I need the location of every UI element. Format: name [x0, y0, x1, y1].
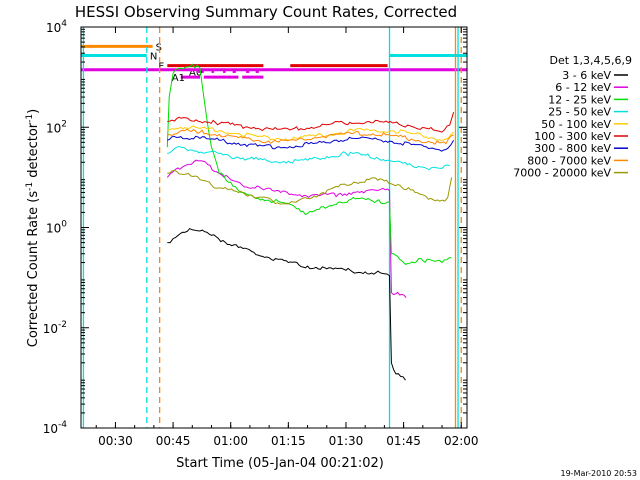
legend-entry: 3 - 6 keV [562, 69, 611, 82]
x-tick-label: 01:15 [271, 434, 306, 448]
x-tick-label: 01:00 [213, 434, 248, 448]
y-axis-label: Corrected Count Rate (s-1 detector-1) [25, 109, 41, 347]
y-tick-label: 102 [46, 119, 67, 135]
y-axis-ticks: 10-4 10-2 100 102 104 [43, 19, 467, 436]
series-line [166, 159, 407, 298]
flag-label-a0: A0 [189, 67, 202, 78]
y-tick-label: 10-4 [43, 420, 68, 436]
y-tick-label: 10-2 [43, 320, 67, 336]
footer-timestamp: 19-Mar-2010 20:53 [561, 469, 638, 478]
series-line [167, 135, 455, 152]
legend-entry: 100 - 300 keV [534, 130, 611, 143]
x-tick-label: 00:45 [156, 434, 191, 448]
legend-entry: 800 - 7000 keV [527, 154, 611, 167]
series-lines [166, 63, 455, 381]
flag-bars: SNF A0 A1 [81, 42, 467, 84]
x-tick-label: 00:30 [98, 434, 133, 448]
flag-label-s: S [156, 42, 162, 53]
x-tick-label: 02:00 [444, 434, 479, 448]
y-tick-label: 104 [46, 19, 67, 35]
x-tick-label: 01:30 [329, 434, 364, 448]
y-tick-label: 100 [46, 220, 67, 236]
x-axis-ticks: 00:30 00:45 01:00 01:15 01:30 01:45 02:00 [95, 27, 479, 448]
flag-label-f: F [158, 62, 164, 73]
series-line [167, 112, 455, 133]
series-line [167, 169, 453, 205]
legend-entry: 12 - 25 keV [548, 93, 611, 106]
series-line [167, 128, 454, 145]
flag-label-a1: A1 [172, 73, 185, 84]
x-tick-label: 01:45 [386, 434, 421, 448]
legend-title: Det 1,3,4,5,6,9 [549, 54, 632, 67]
legend-entry: 25 - 50 keV [548, 106, 611, 119]
legend-entry: 6 - 12 keV [555, 81, 611, 94]
event-lines [82, 27, 462, 428]
series-line [167, 145, 450, 171]
plot-frame [80, 26, 468, 429]
series-line [167, 125, 454, 142]
legend-entry: 300 - 800 keV [534, 142, 611, 155]
legend-entry: 50 - 100 keV [541, 118, 611, 131]
series-line [166, 63, 452, 265]
legend-entry: 7000 - 20000 keV [513, 167, 611, 180]
flag-label-n: N [150, 52, 157, 63]
x-axis-label: Start Time (05-Jan-04 00:21:02) [176, 456, 384, 471]
chart-title: HESSI Observing Summary Count Rates, Cor… [75, 3, 457, 21]
series-line [167, 227, 406, 381]
